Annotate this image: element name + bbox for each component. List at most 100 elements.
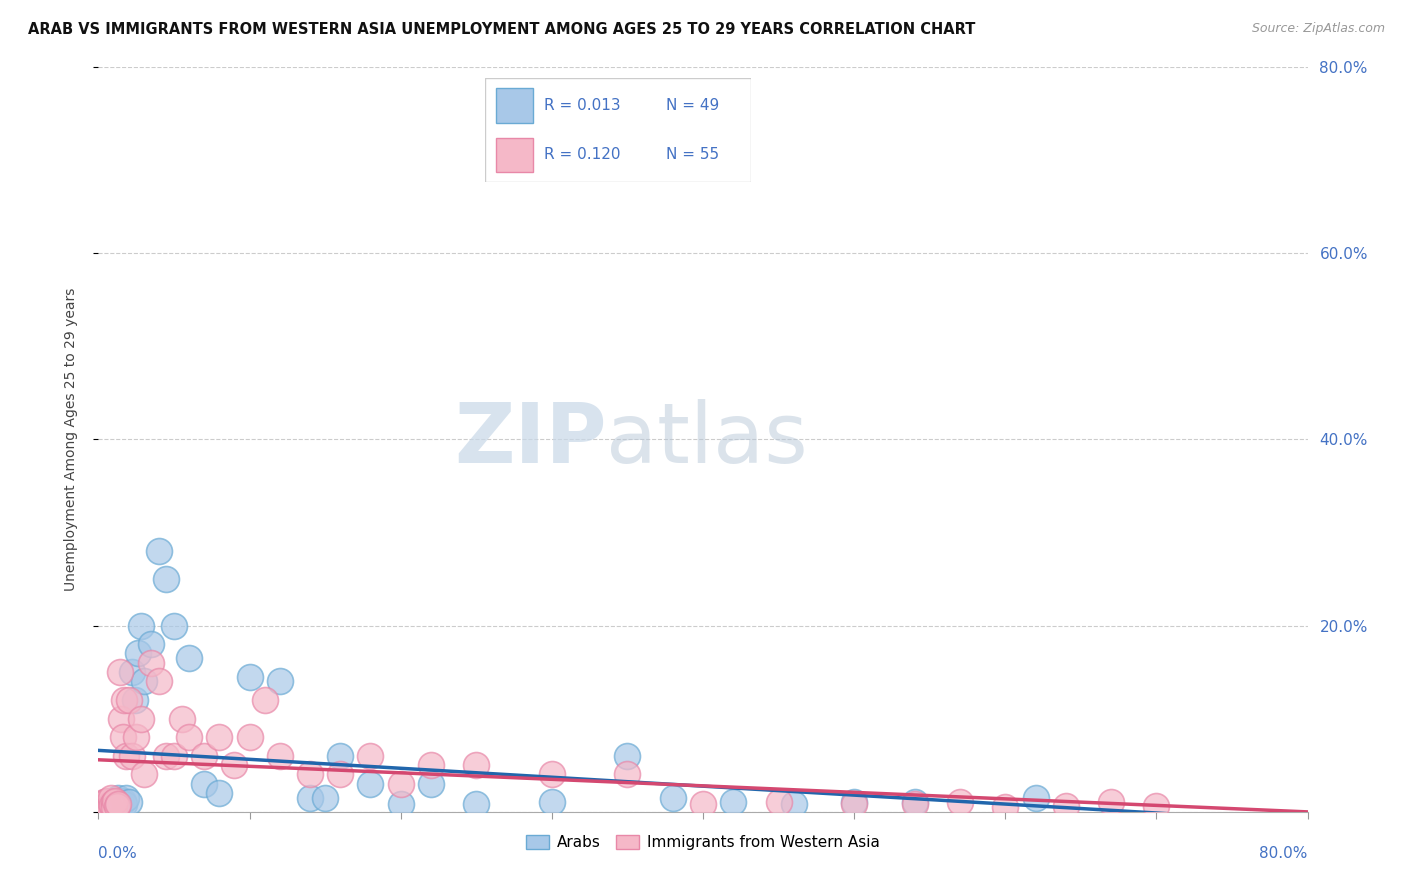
Point [299,767,322,781]
Point [90,800,112,814]
Point [108,799,131,814]
Point [105,797,128,812]
Point [239,730,262,744]
Point [193,777,215,791]
Point [949,796,972,810]
Point [132,767,155,781]
Point [269,674,291,689]
Point [101,798,124,813]
Point [465,758,488,772]
Point [110,796,132,810]
Point [108,665,131,679]
Y-axis label: Unemployment Among Ages 25 to 29 years: Unemployment Among Ages 25 to 29 years [63,287,77,591]
Point [101,798,124,813]
Point [118,693,141,707]
Point [1054,799,1077,814]
Point [163,618,186,632]
Point [94,799,117,814]
Point [100,797,122,812]
Point [100,793,122,807]
Point [224,758,246,772]
Point [98,800,121,814]
Point [103,796,125,810]
Legend: Arabs, Immigrants from Western Asia: Arabs, Immigrants from Western Asia [520,829,886,856]
Point [616,767,638,781]
Point [118,796,141,810]
Point [93,802,115,816]
Point [103,800,125,814]
Point [420,758,443,772]
Point [1099,796,1122,810]
Point [420,777,443,791]
Point [239,670,262,684]
Point [360,748,382,763]
Point [125,730,148,744]
Point [89,800,111,814]
Point [148,674,170,689]
Point [91,797,114,812]
Point [141,637,163,651]
Point [105,799,128,814]
Point [112,693,135,707]
Point [110,712,132,726]
Point [141,656,163,670]
Point [114,790,136,805]
Point [129,618,152,632]
Point [163,748,186,763]
Point [111,793,134,807]
Point [329,767,352,781]
Point [360,777,382,791]
Point [114,748,136,763]
Point [768,796,790,810]
Point [1024,790,1046,805]
Point [208,786,231,800]
Point [661,790,683,805]
Point [98,797,121,812]
Point [465,797,488,812]
Point [100,790,122,805]
Point [100,800,122,814]
Point [94,796,117,810]
Point [540,767,562,781]
Point [91,801,114,815]
Point [112,797,135,812]
Point [904,797,927,812]
Point [994,800,1017,814]
Point [692,797,714,812]
Text: 0.0%: 0.0% [98,847,138,862]
Text: Source: ZipAtlas.com: Source: ZipAtlas.com [1251,22,1385,36]
Point [329,748,352,763]
Point [389,777,412,791]
Point [253,693,276,707]
Text: ZIP: ZIP [454,399,606,480]
Point [179,651,201,665]
Point [299,790,322,805]
Point [107,797,129,812]
Point [107,790,129,805]
Point [193,748,215,763]
Point [96,793,118,807]
Text: 80.0%: 80.0% [1260,847,1308,862]
Point [121,665,143,679]
Point [129,712,152,726]
Point [904,796,927,810]
Point [148,544,170,558]
Point [540,796,562,810]
Point [783,797,806,812]
Text: ARAB VS IMMIGRANTS FROM WESTERN ASIA UNEMPLOYMENT AMONG AGES 25 TO 29 YEARS CORR: ARAB VS IMMIGRANTS FROM WESTERN ASIA UNE… [28,22,976,37]
Point [132,674,155,689]
Point [90,797,112,812]
Point [127,647,149,661]
Point [844,797,866,812]
Point [104,793,127,807]
Point [170,712,193,726]
Point [723,796,745,810]
Point [314,790,336,805]
Point [208,730,231,744]
Point [96,800,118,814]
Point [269,748,291,763]
Text: atlas: atlas [606,399,808,480]
Point [111,730,134,744]
Point [179,730,201,744]
Point [155,572,177,586]
